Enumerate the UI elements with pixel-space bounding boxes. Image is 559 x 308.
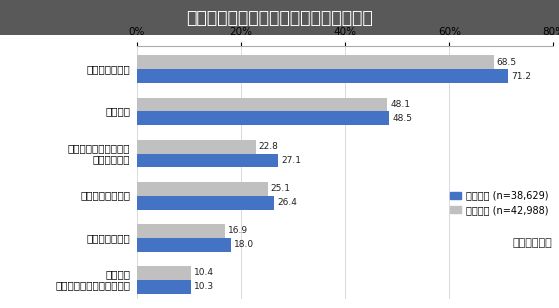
Text: 10.3: 10.3	[194, 282, 214, 291]
Bar	[137, 140, 255, 154]
Bar	[137, 98, 387, 111]
Text: 26.4: 26.4	[277, 198, 297, 207]
Bar	[137, 266, 191, 280]
Text: 27.1: 27.1	[281, 156, 301, 165]
Bar	[137, 280, 191, 294]
Bar	[137, 238, 231, 252]
Bar	[137, 182, 268, 196]
Text: （複数回答）: （複数回答）	[513, 238, 553, 248]
Bar	[137, 153, 278, 168]
Text: 18.0: 18.0	[234, 240, 254, 249]
Text: インターネット利用機器の状況（個人）: インターネット利用機器の状況（個人）	[186, 9, 373, 27]
Legend: 令和４年 (n=38,629), 令和３年 (n=42,988): 令和４年 (n=38,629), 令和３年 (n=42,988)	[451, 191, 548, 215]
Bar	[137, 224, 225, 238]
Text: 48.1: 48.1	[391, 100, 410, 109]
Bar	[137, 55, 494, 69]
Text: 25.1: 25.1	[271, 184, 291, 193]
Text: 48.5: 48.5	[392, 114, 413, 123]
Text: 10.4: 10.4	[194, 268, 214, 278]
Text: 22.8: 22.8	[259, 142, 278, 151]
Text: 71.2: 71.2	[511, 72, 530, 81]
Text: 68.5: 68.5	[496, 58, 517, 67]
Text: 16.9: 16.9	[228, 226, 248, 235]
Bar	[137, 111, 390, 125]
Bar	[137, 69, 508, 83]
Bar	[137, 196, 274, 209]
